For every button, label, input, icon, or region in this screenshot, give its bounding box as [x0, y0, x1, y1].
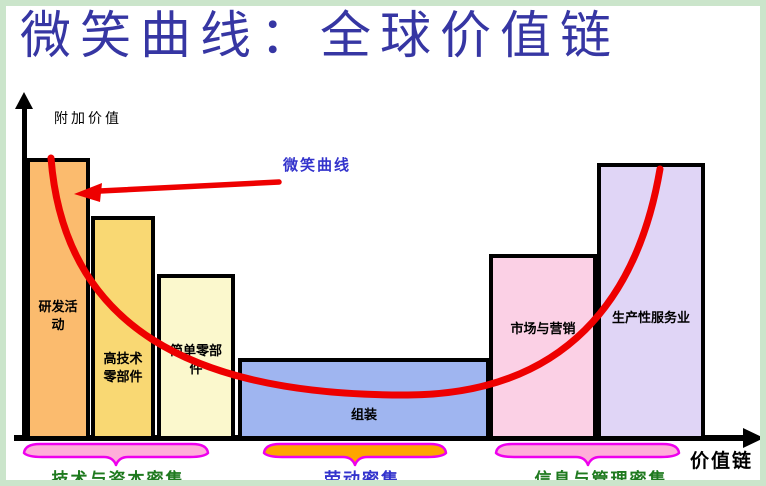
brace-info-management	[494, 442, 681, 467]
bar-label: 市场与营销	[510, 321, 576, 336]
x-axis-label: 价值链	[690, 451, 754, 472]
y-axis-arrow-icon	[15, 92, 33, 109]
annotation-arrow-line	[97, 179, 282, 194]
smile-curve-label: 微笑曲线	[283, 157, 352, 174]
group-label-labor: 劳动密集	[324, 470, 400, 486]
brace-tech-capital	[22, 442, 210, 467]
group-label-tech-capital: 技术与资本密集	[51, 470, 185, 486]
bar-assembly: 组装	[238, 358, 490, 440]
bar-label: 组装	[350, 407, 377, 422]
x-axis-arrow-icon	[743, 428, 760, 448]
y-axis-line	[22, 106, 27, 440]
bar-label: 生产性服务业	[611, 310, 690, 325]
y-axis-label: 附加价值	[54, 110, 122, 126]
bar-marketing-sales: 市场与营销	[489, 254, 597, 440]
bar-label: 高技术零部件	[103, 351, 143, 384]
bar-simple-components: 简单零部件	[157, 274, 235, 440]
bar-label: 研发活动	[38, 299, 78, 332]
bar-rnd-activities: 研发活动	[26, 158, 90, 440]
bar-hightech-components: 高技术零部件	[91, 216, 155, 440]
bar-label: 简单零部件	[169, 343, 222, 376]
brace-labor	[262, 442, 448, 467]
bar-producer-services: 生产性服务业	[597, 163, 705, 440]
page-title: 微笑曲线：全球价值链	[20, 9, 621, 65]
group-label-info-management: 信息与管理密集	[534, 470, 668, 486]
